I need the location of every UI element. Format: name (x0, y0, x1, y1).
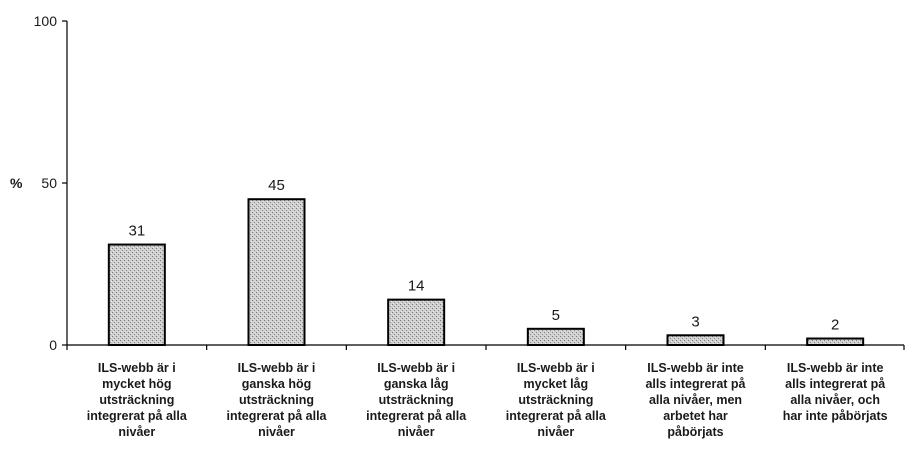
category-label-line: ILS-webb är inte (647, 361, 744, 375)
category-label-line: utsträckning (518, 393, 593, 407)
category-label-line: mycket hög (102, 377, 171, 391)
data-label: 14 (408, 278, 425, 295)
category-label-line: utsträckning (239, 393, 314, 407)
category-label-line: ILS-webb är inte (787, 361, 884, 375)
data-label: 5 (552, 307, 560, 324)
bar (666, 334, 725, 346)
category-label-line: utsträckning (99, 393, 174, 407)
data-label: 3 (691, 313, 699, 330)
category-label: ILS-webb är i ganska hög utsträckning integ… (226, 361, 327, 439)
category-label-line: alls integrerat på (645, 377, 745, 391)
bar (107, 243, 166, 346)
category-label-line: påbörjats (667, 425, 723, 439)
category-label-line: ILS-webb är i (238, 361, 316, 375)
category-label-line: nivåer (118, 425, 155, 439)
y-axis-label: % (10, 175, 23, 191)
category-label-line: alls integrerat på (785, 377, 885, 391)
category-label-line: ILS-webb är i (98, 361, 176, 375)
category-label-line: alla nivåer, och (790, 393, 880, 407)
category-label-line: integrerat på alla (366, 409, 467, 423)
category-label: ILS-webb är inte alls integrerat på alla n… (645, 361, 745, 439)
y-tick-label: 100 (34, 13, 58, 29)
category-label-line: har inte påbörjats (783, 409, 888, 423)
category-label-line: arbetet har (663, 409, 728, 423)
category-label-line: nivåer (398, 425, 435, 439)
category-label-line: integrerat på alla (506, 409, 607, 423)
category-labels: ILS-webb är i mycket hög utsträckning integ… (87, 361, 888, 439)
data-label: 2 (831, 317, 839, 334)
bar (806, 337, 865, 346)
category-label: ILS-webb är i ganska låg utsträckning integ… (366, 361, 467, 439)
category-label-line: mycket låg (524, 377, 589, 391)
category-label-line: integrerat på alla (226, 409, 327, 423)
bar (526, 327, 585, 346)
category-label-line: nivåer (537, 425, 574, 439)
bars (107, 198, 865, 347)
x-axis (66, 344, 905, 350)
category-label-line: ILS-webb är i (377, 361, 455, 375)
category-label-line: alla nivåer, men (649, 393, 742, 407)
category-label-line: utsträckning (379, 393, 454, 407)
category-label-line: nivåer (258, 425, 295, 439)
bar (387, 298, 446, 347)
category-label-line: integrerat på alla (87, 409, 188, 423)
bar (247, 198, 306, 346)
y-tick-label: 50 (41, 175, 57, 191)
category-label-line: ILS-webb är i (517, 361, 595, 375)
category-label-line: ganska hög (242, 377, 311, 391)
category-label: ILS-webb är i mycket hög utsträckning integ… (87, 361, 188, 439)
category-label: ILS-webb är i mycket låg utsträckning integ… (506, 361, 607, 439)
category-label-line: ganska låg (384, 377, 449, 391)
data-labels: 31 45 14 5 3 2 (128, 177, 839, 333)
y-tick-label: 0 (49, 337, 57, 353)
y-axis: 0 50 100% (10, 13, 68, 353)
data-label: 31 (128, 223, 145, 240)
category-label: ILS-webb är inte alls integrerat på alla n… (783, 361, 888, 423)
data-label: 45 (268, 177, 285, 194)
